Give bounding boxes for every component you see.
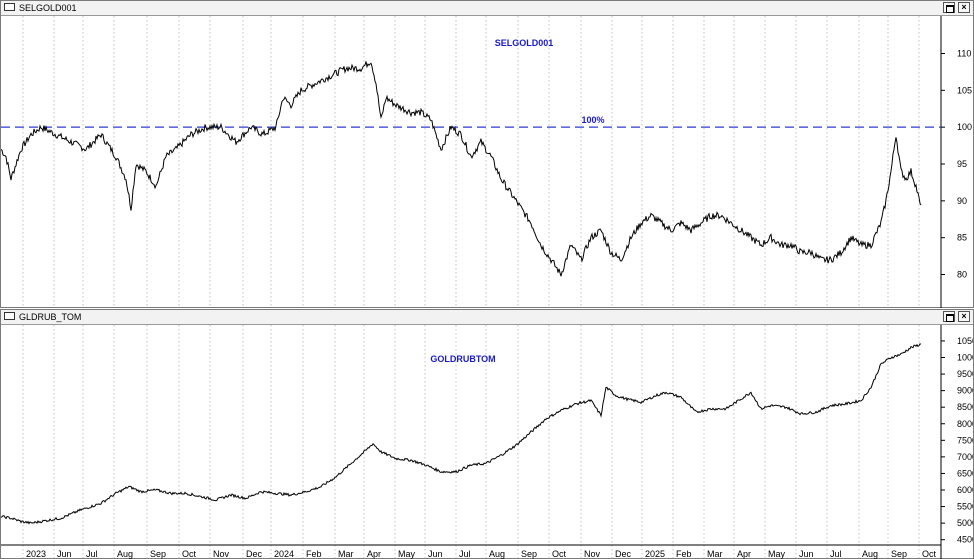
y-tick-label: 5000 <box>957 518 973 528</box>
x-tick-label: Nov <box>213 549 230 559</box>
pane-titlebar-top: SELGOLD001 × <box>1 1 973 16</box>
y-tick-label: 4500 <box>957 535 973 545</box>
x-tick-label: Jul <box>459 549 471 559</box>
y-tick-label: 5500 <box>957 502 973 512</box>
close-button-top[interactable]: × <box>958 2 970 13</box>
x-tick-label: Dec <box>246 549 263 559</box>
y-tick-label: 6000 <box>957 485 973 495</box>
y-tick-label: 6500 <box>957 468 973 478</box>
pane-title-bottom: GLDRUB_TOM <box>19 312 82 322</box>
x-tick-label: 2024 <box>274 549 294 559</box>
x-tick-label: Jul <box>86 549 98 559</box>
x-tick-label: Apr <box>367 549 381 559</box>
x-tick-label: Feb <box>676 549 692 559</box>
y-tick-label: 8500 <box>957 402 973 412</box>
x-tick-label: Apr <box>737 549 751 559</box>
x-tick-label: Jun <box>428 549 443 559</box>
x-tick-label: Mar <box>707 549 723 559</box>
maximize-button-bottom[interactable] <box>943 311 955 322</box>
y-tick-label: 95 <box>957 159 967 169</box>
window-menu-icon[interactable] <box>4 312 15 320</box>
pane-goldrub: GLDRUB_TOM × 4500 5000 5500 6000 6500 7000 750… <box>0 309 974 559</box>
y-tick-label: 7500 <box>957 435 973 445</box>
x-tick-label: Jul <box>830 549 842 559</box>
x-tick-label: Oct <box>552 549 567 559</box>
x-tick-label: Sep <box>521 549 537 559</box>
x-tick-label: Aug <box>862 549 878 559</box>
y-tick-label: 10500 <box>957 336 973 346</box>
y-tick-label: 80 <box>957 270 967 280</box>
chart-selgold: 80 85 90 95 100 105 110 100% SELGOLD001 <box>1 16 972 308</box>
y-tick-label: 105 <box>957 85 972 95</box>
x-tick-label: Nov <box>584 549 601 559</box>
pane-titlebar-bottom: GLDRUB_TOM × <box>1 310 973 325</box>
series-label: GOLDRUBTOM <box>430 354 495 364</box>
window-menu-icon[interactable] <box>4 3 15 11</box>
x-tick-label: Sep <box>150 549 166 559</box>
x-tick-label: Oct <box>182 549 197 559</box>
x-tick-label: Mar <box>338 549 354 559</box>
close-button-bottom[interactable]: × <box>958 311 970 322</box>
y-tick-label: 85 <box>957 233 967 243</box>
maximize-button-top[interactable] <box>943 2 955 13</box>
x-tick-label: Jun <box>57 549 72 559</box>
y-tick-label: 9500 <box>957 369 973 379</box>
x-tick-label: 2025 <box>645 549 665 559</box>
x-tick-label: Aug <box>117 549 133 559</box>
chart-goldrub: 4500 5000 5500 6000 6500 7000 7500 8000 8500 9000… <box>1 325 973 559</box>
y-tick-label: 110 <box>957 48 971 58</box>
reference-line-label: 100% <box>581 115 604 125</box>
y-tick-label: 10000 <box>957 353 973 363</box>
x-tick-label: Jun <box>799 549 814 559</box>
series-label: SELGOLD001 <box>495 38 554 48</box>
x-tick-label: Sep <box>891 549 907 559</box>
price-line <box>1 61 922 277</box>
x-tick-label: 2023 <box>26 549 46 559</box>
x-tick-label: Dec <box>615 549 632 559</box>
x-tick-label: Feb <box>306 549 322 559</box>
pane-selgold: SELGOLD001 × 80 85 90 95 100 105 110 100% SELGOL… <box>0 0 974 308</box>
x-tick-label: Oct <box>922 549 937 559</box>
price-line <box>1 343 922 525</box>
y-tick-label: 8000 <box>957 419 973 429</box>
x-tick-label: May <box>398 549 416 559</box>
y-tick-label: 9000 <box>957 386 973 396</box>
pane-title-top: SELGOLD001 <box>19 3 77 13</box>
y-tick-label: 100 <box>957 122 972 132</box>
x-tick-label: Aug <box>489 549 505 559</box>
y-tick-label: 7000 <box>957 452 973 462</box>
y-tick-label: 90 <box>957 196 967 206</box>
x-tick-label: May <box>768 549 786 559</box>
